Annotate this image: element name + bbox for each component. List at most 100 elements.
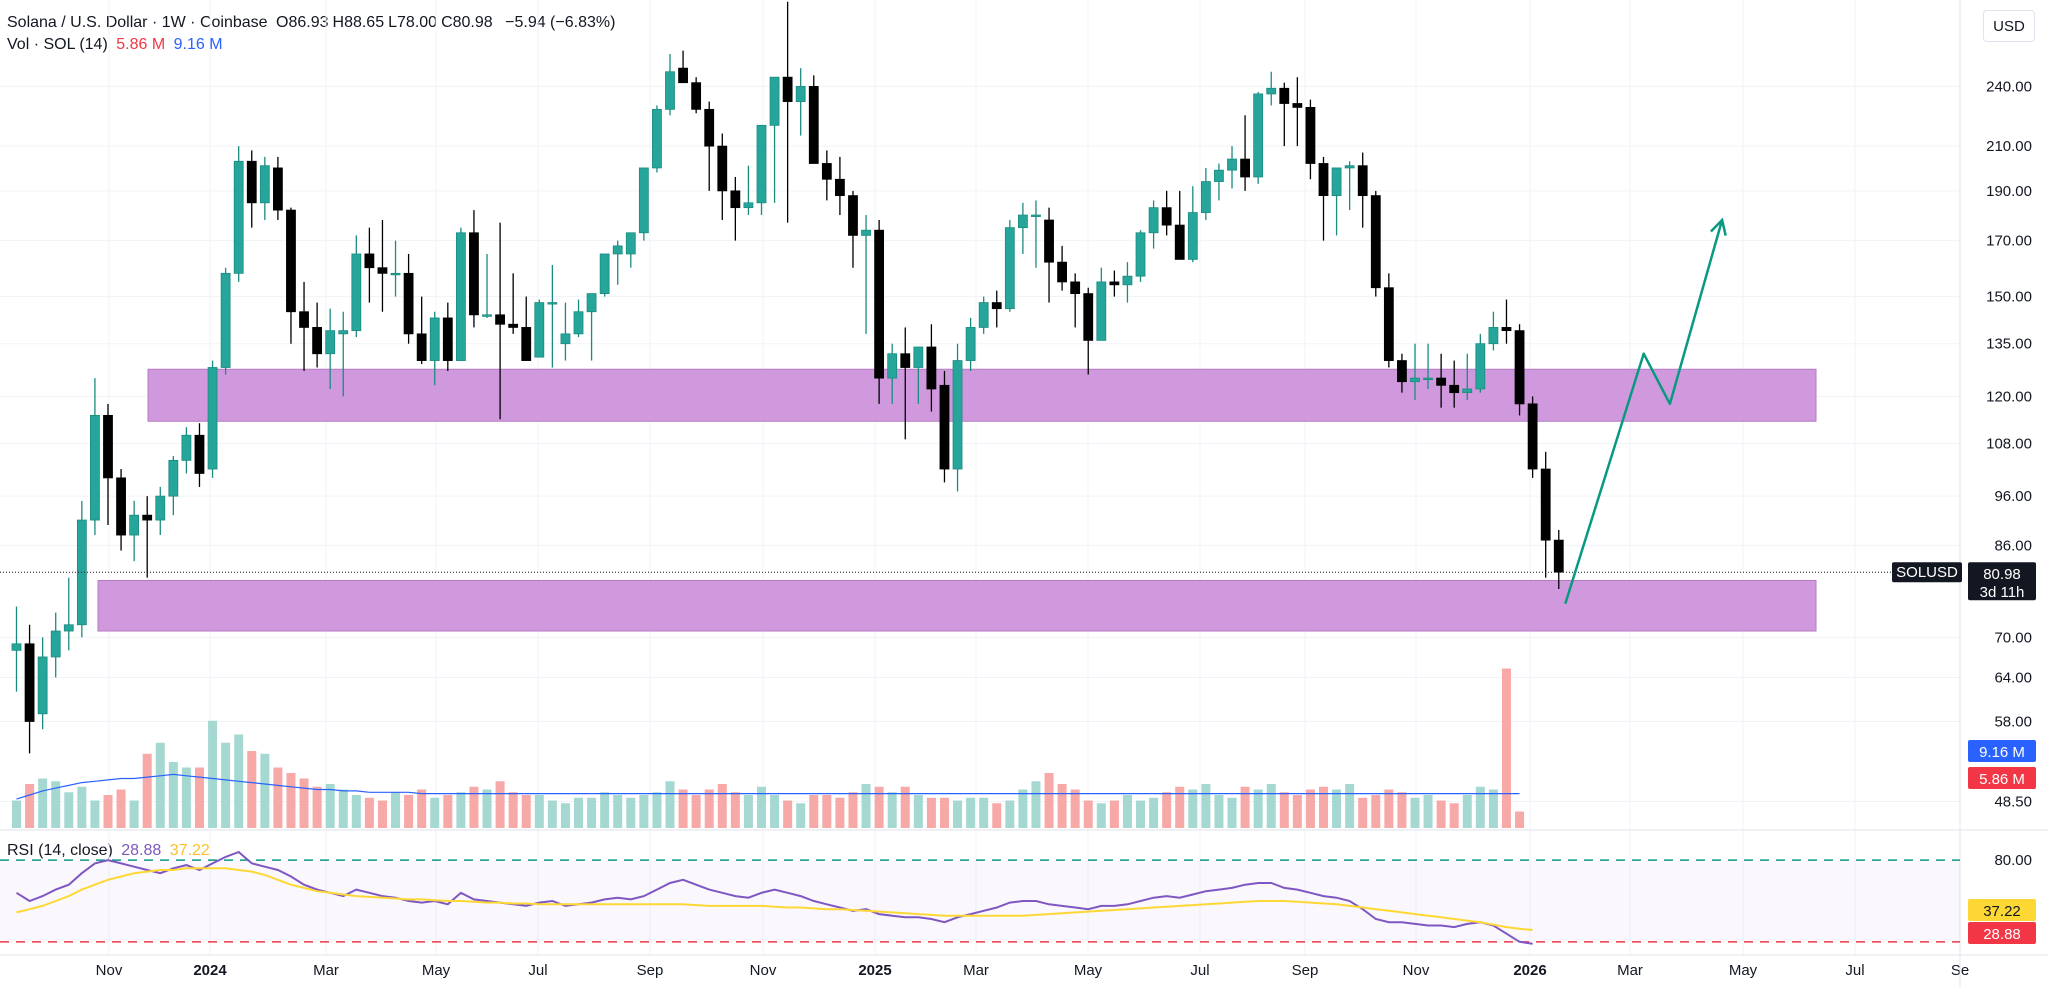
last-price-tag-text: 3d 11h xyxy=(1980,584,2025,601)
candle-body xyxy=(272,167,283,211)
candle-body xyxy=(351,253,362,332)
open-value: 86.93 xyxy=(288,14,329,31)
candle-body xyxy=(1109,281,1120,286)
time-axis-label: May xyxy=(1074,962,1103,979)
price-axis-label: 210.00 xyxy=(1986,138,2032,155)
price-axis-label: 108.00 xyxy=(1986,435,2032,452)
candle-body xyxy=(403,272,414,335)
candle-body xyxy=(678,67,688,84)
volume-bar xyxy=(1175,786,1185,828)
candle-body xyxy=(1318,163,1329,197)
volume-bar xyxy=(1227,797,1237,828)
high-label: H xyxy=(332,14,345,31)
time-axis-label: Jul xyxy=(1190,962,1209,979)
candle-body xyxy=(37,656,48,715)
candle-body xyxy=(495,314,505,325)
volume-bar xyxy=(1136,800,1146,828)
candle-body xyxy=(1266,87,1277,95)
volume-bar xyxy=(861,784,871,828)
volume-bar xyxy=(168,762,178,828)
time-axis-label: Mar xyxy=(313,962,339,979)
volume-bar xyxy=(926,797,936,828)
volume-bar xyxy=(286,773,296,828)
candle-body xyxy=(377,267,388,274)
projection-arrowhead xyxy=(1710,217,1727,236)
volume-bar xyxy=(913,795,923,828)
volume-bar xyxy=(312,786,322,828)
volume-bar xyxy=(495,781,505,828)
volume-bar xyxy=(730,792,740,828)
currency-button[interactable]: USD xyxy=(1983,10,2035,42)
candle-body xyxy=(416,333,427,361)
candle-body xyxy=(1096,281,1107,341)
candle-body xyxy=(939,384,950,470)
volume-bar xyxy=(665,781,675,828)
volume-bar xyxy=(1279,792,1289,828)
candle-body xyxy=(103,414,113,479)
candle-body xyxy=(1004,227,1015,310)
candle-body xyxy=(638,167,649,234)
volume-bar xyxy=(848,792,858,828)
candle-body xyxy=(861,229,871,236)
candle-body xyxy=(1423,377,1433,381)
volume-bar xyxy=(1423,795,1433,828)
volume-bar xyxy=(809,795,819,828)
candle-body xyxy=(259,165,270,204)
candle-body xyxy=(1174,224,1185,260)
time-axis-label: 2026 xyxy=(1513,962,1546,979)
candle-body xyxy=(364,253,375,269)
candle-body xyxy=(926,346,937,390)
candle-body xyxy=(299,311,309,328)
rsi-label: RSI (14, close) xyxy=(7,842,113,859)
volume-bar xyxy=(417,789,427,828)
volume-bar xyxy=(979,797,989,828)
candle-body xyxy=(325,330,336,355)
rsi-ma-line xyxy=(16,867,1533,931)
volume-bar xyxy=(1319,786,1328,828)
volume-bar xyxy=(953,800,963,828)
open-label: O xyxy=(276,14,289,31)
candle-body xyxy=(756,124,767,204)
change-value: −5.94 (−6.83%) xyxy=(505,14,616,31)
candle-body xyxy=(24,643,35,722)
candle-body xyxy=(1240,158,1250,178)
candle-body xyxy=(63,624,74,632)
low-value: 78.00 xyxy=(397,14,438,31)
candle-body xyxy=(730,190,741,209)
volume-bar xyxy=(900,786,910,828)
candle-body xyxy=(521,327,532,361)
candle-body xyxy=(1031,214,1041,217)
volume-bar xyxy=(116,789,126,828)
close-value: 80.98 xyxy=(452,14,493,31)
volume-bar xyxy=(64,792,74,828)
candle-body xyxy=(1200,181,1211,213)
zone-box xyxy=(147,368,1817,422)
volume-bar xyxy=(221,742,231,828)
volume-bar xyxy=(756,786,766,828)
volume-bar xyxy=(1214,795,1224,828)
volume-bar xyxy=(12,800,21,828)
volume-bar xyxy=(796,803,806,828)
volume-bar xyxy=(1410,797,1420,828)
volume-bar xyxy=(874,786,884,828)
rsi-band-fill xyxy=(0,860,1960,942)
candle-body xyxy=(1122,275,1133,286)
vol-ma-tag-text: 9.16 M xyxy=(1979,744,2025,761)
volume-bar xyxy=(560,803,570,828)
candle-body xyxy=(390,272,401,276)
candle-body xyxy=(455,232,466,361)
candle-body xyxy=(1070,281,1081,295)
time-axis-label: 2025 xyxy=(858,962,891,979)
candle-body xyxy=(704,108,715,147)
time-axis-label: Mar xyxy=(963,962,989,979)
rsi-line xyxy=(15,850,1533,945)
volume-bar xyxy=(1083,800,1093,828)
volume-bar xyxy=(587,797,597,828)
vol-tag xyxy=(1968,767,2036,789)
volume-bar xyxy=(1449,803,1459,828)
volume-bar xyxy=(181,767,191,828)
zone-box xyxy=(97,579,1817,632)
candle-body xyxy=(1397,360,1407,383)
candle-body xyxy=(991,302,1002,310)
